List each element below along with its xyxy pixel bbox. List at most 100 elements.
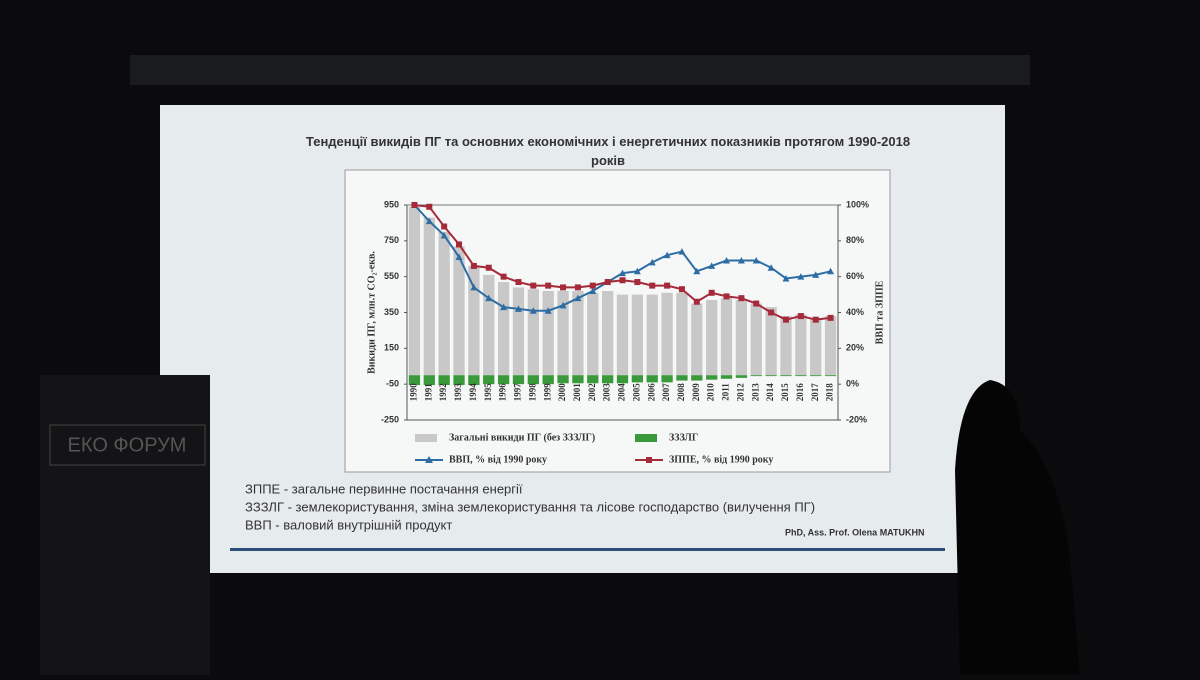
x-tick-label: 2006 — [646, 383, 656, 402]
bar — [661, 292, 673, 376]
marker — [485, 264, 492, 271]
x-tick-label: 2001 — [572, 383, 582, 402]
marker — [648, 258, 656, 266]
bar — [601, 375, 614, 384]
y2-tick-label: -20% — [846, 414, 867, 424]
bar — [572, 375, 584, 384]
marker — [782, 316, 789, 323]
chart-title: Тенденції викидів ПГ та основних економі… — [306, 134, 910, 168]
note: ЗЗЗЛГ - землекористування, зміна землеко… — [245, 499, 815, 514]
x-tick-label: 2014 — [765, 383, 775, 402]
x-tick-label: 2010 — [706, 383, 716, 402]
bar — [824, 375, 837, 377]
bar — [557, 375, 569, 384]
x-tick-label: 1994 — [468, 383, 478, 402]
y-tick-label: 150 — [384, 343, 399, 353]
marker — [530, 282, 537, 289]
marker — [723, 257, 731, 264]
x-tick-label: 2007 — [661, 383, 671, 402]
bar — [542, 375, 554, 385]
bar — [631, 294, 644, 376]
marker — [604, 279, 611, 286]
marker — [782, 274, 790, 282]
marker — [619, 277, 626, 284]
marker — [589, 287, 597, 294]
bar — [587, 292, 599, 376]
bar — [765, 375, 777, 377]
note: ВВП - валовий внутрішній продукт — [245, 517, 452, 532]
x-tick-label: 1998 — [527, 383, 537, 402]
bar — [810, 375, 822, 377]
bar — [512, 287, 525, 376]
marker — [753, 300, 760, 307]
y2-tick-label: 40% — [846, 307, 864, 317]
x-tick-label: 2012 — [735, 383, 745, 402]
marker — [678, 248, 686, 255]
marker — [767, 264, 775, 271]
marker — [544, 307, 552, 314]
x-tick-label: 2009 — [691, 383, 701, 402]
marker — [663, 251, 671, 259]
bar — [616, 375, 629, 384]
bar — [735, 375, 748, 378]
legend-label: ЗППЕ, % від 1990 року — [669, 454, 773, 465]
bar — [542, 291, 554, 376]
marker — [455, 253, 463, 260]
bar — [676, 292, 688, 376]
marker — [678, 286, 685, 293]
marker — [485, 294, 493, 302]
bar — [720, 298, 733, 376]
marker — [708, 262, 716, 269]
bar — [423, 375, 435, 386]
marker — [574, 294, 582, 302]
bar — [720, 375, 733, 379]
bar — [676, 375, 688, 381]
bar — [497, 375, 510, 385]
bar — [795, 314, 807, 376]
marker — [559, 301, 567, 309]
x-tick-label: 1995 — [483, 383, 493, 402]
marker — [500, 303, 508, 311]
sign: ЕКО ФОРУМ — [68, 434, 187, 456]
legend-swatch — [415, 434, 437, 442]
marker — [456, 241, 463, 248]
legend-marker — [425, 456, 433, 463]
marker — [633, 267, 641, 275]
y-axis-label: Викиди ПГ, млн.т CO₂-екв. — [366, 251, 377, 374]
author: PhD, Ass. Prof. Olena MATUKHN — [785, 527, 925, 537]
x-tick-label: 2013 — [750, 383, 760, 402]
bar — [706, 375, 718, 380]
bar — [735, 299, 748, 376]
marker — [589, 282, 596, 289]
bar — [661, 375, 673, 383]
presenter — [955, 380, 1080, 675]
x-tick-label: 1990 — [408, 383, 418, 402]
bar — [468, 375, 480, 386]
x-tick-label: 2005 — [631, 383, 641, 402]
x-tick-label: 2002 — [587, 383, 597, 402]
bar — [587, 375, 599, 384]
y-tick-label: -250 — [381, 414, 399, 424]
marker — [515, 279, 522, 286]
marker — [649, 282, 656, 289]
marker — [797, 313, 804, 320]
bar — [557, 291, 569, 376]
marker — [619, 269, 626, 277]
bar — [453, 246, 465, 376]
banner — [40, 375, 210, 675]
x-tick-label: 2004 — [617, 383, 627, 402]
marker — [797, 273, 805, 280]
marker — [768, 309, 775, 316]
x-tick-label: 1996 — [498, 383, 508, 402]
x-tick-label: 2015 — [780, 383, 790, 402]
x-tick-label: 2008 — [676, 383, 686, 402]
marker — [574, 284, 581, 291]
bar — [780, 316, 792, 376]
note: ЗППЕ - загальне первинне постачання енер… — [245, 481, 523, 496]
marker — [500, 273, 507, 280]
x-tick-label: 1991 — [423, 383, 433, 402]
bar — [527, 289, 539, 376]
x-tick-label: 2016 — [795, 383, 805, 402]
bar — [527, 375, 539, 385]
x-tick-label: 2011 — [721, 383, 731, 401]
